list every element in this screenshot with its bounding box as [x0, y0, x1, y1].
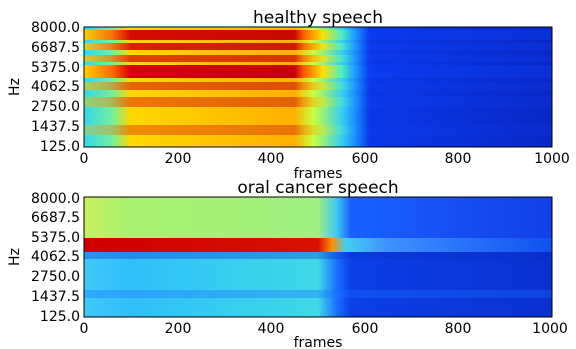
heat-dark-band [84, 252, 552, 259]
x-tick-label: 400 [258, 321, 285, 337]
x-tick-label: 200 [165, 321, 192, 337]
x-tick-label: 1000 [532, 321, 568, 337]
y-tick-label: 5375.0 [31, 230, 80, 246]
panel-title: healthy speech [253, 8, 383, 28]
x-tick-label: 400 [258, 151, 285, 167]
x-axis-label: frames [294, 166, 343, 182]
heat-strong-band [84, 238, 552, 252]
y-tick-label: 2750.0 [31, 269, 80, 285]
y-tick-label: 1437.5 [31, 289, 80, 305]
heat-faint-band [84, 290, 552, 298]
heat-band-7 [84, 125, 552, 135]
x-tick-label: 600 [352, 151, 379, 167]
y-tick-label: 5375.0 [31, 60, 80, 76]
heat-low-band [84, 252, 552, 317]
y-tick-label: 4062.5 [31, 79, 80, 95]
y-tick-label: 6687.5 [31, 210, 80, 226]
heat-band-1 [84, 30, 552, 40]
panel-oral-cancer: oral cancer speech 8000.0 6687.5 5375.0 … [7, 178, 568, 349]
y-tick-label: 4062.5 [31, 249, 80, 265]
x-tick-label: 0 [80, 321, 89, 337]
heat-band-4 [84, 65, 552, 78]
x-axis-label: frames [294, 335, 343, 349]
heat-band-2 [84, 43, 552, 50]
y-axis-label: Hz [7, 78, 23, 96]
y-tick-label: 6687.5 [31, 40, 80, 56]
y-axis-label: Hz [7, 248, 23, 266]
panel-healthy: healthy speech 8000.0 6687.5 5375.0 4062… [7, 8, 570, 182]
heat-band-6 [84, 97, 552, 107]
x-tick-label: 0 [80, 151, 89, 167]
x-tick-label: 800 [445, 321, 472, 337]
y-tick-label: 2750.0 [31, 99, 80, 115]
x-tick-label: 200 [165, 151, 192, 167]
spectrogram-healthy [83, 26, 553, 148]
y-tick-label: 125.0 [40, 139, 80, 155]
x-tick-label: 1000 [534, 151, 570, 167]
y-axis: 8000.0 6687.5 5375.0 4062.5 2750.0 1437.… [7, 20, 80, 155]
panel-title: oral cancer speech [237, 178, 398, 198]
x-tick-label: 600 [352, 321, 379, 337]
axes-frame [83, 26, 553, 148]
spectrogram-oral-cancer [83, 196, 553, 318]
axes-frame [83, 196, 553, 318]
y-tick-label: 125.0 [40, 309, 80, 325]
y-axis: 8000.0 6687.5 5375.0 4062.5 2750.0 1437.… [7, 191, 80, 325]
heat-band-5 [84, 82, 552, 90]
heat-band-3 [84, 55, 552, 62]
x-tick-label: 800 [445, 151, 472, 167]
x-axis: 0 200 400 600 800 1000 frames [80, 151, 570, 182]
x-axis: 0 200 400 600 800 1000 frames [80, 321, 568, 349]
y-tick-label: 8000.0 [31, 191, 80, 207]
y-tick-label: 1437.5 [31, 119, 80, 135]
y-tick-label: 8000.0 [31, 20, 80, 36]
